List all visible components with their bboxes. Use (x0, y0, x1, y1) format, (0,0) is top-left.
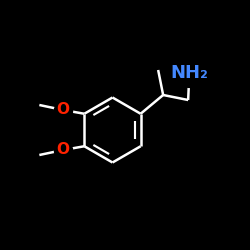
Text: NH₂: NH₂ (170, 64, 208, 82)
Text: O: O (56, 102, 70, 118)
Text: O: O (56, 142, 70, 158)
